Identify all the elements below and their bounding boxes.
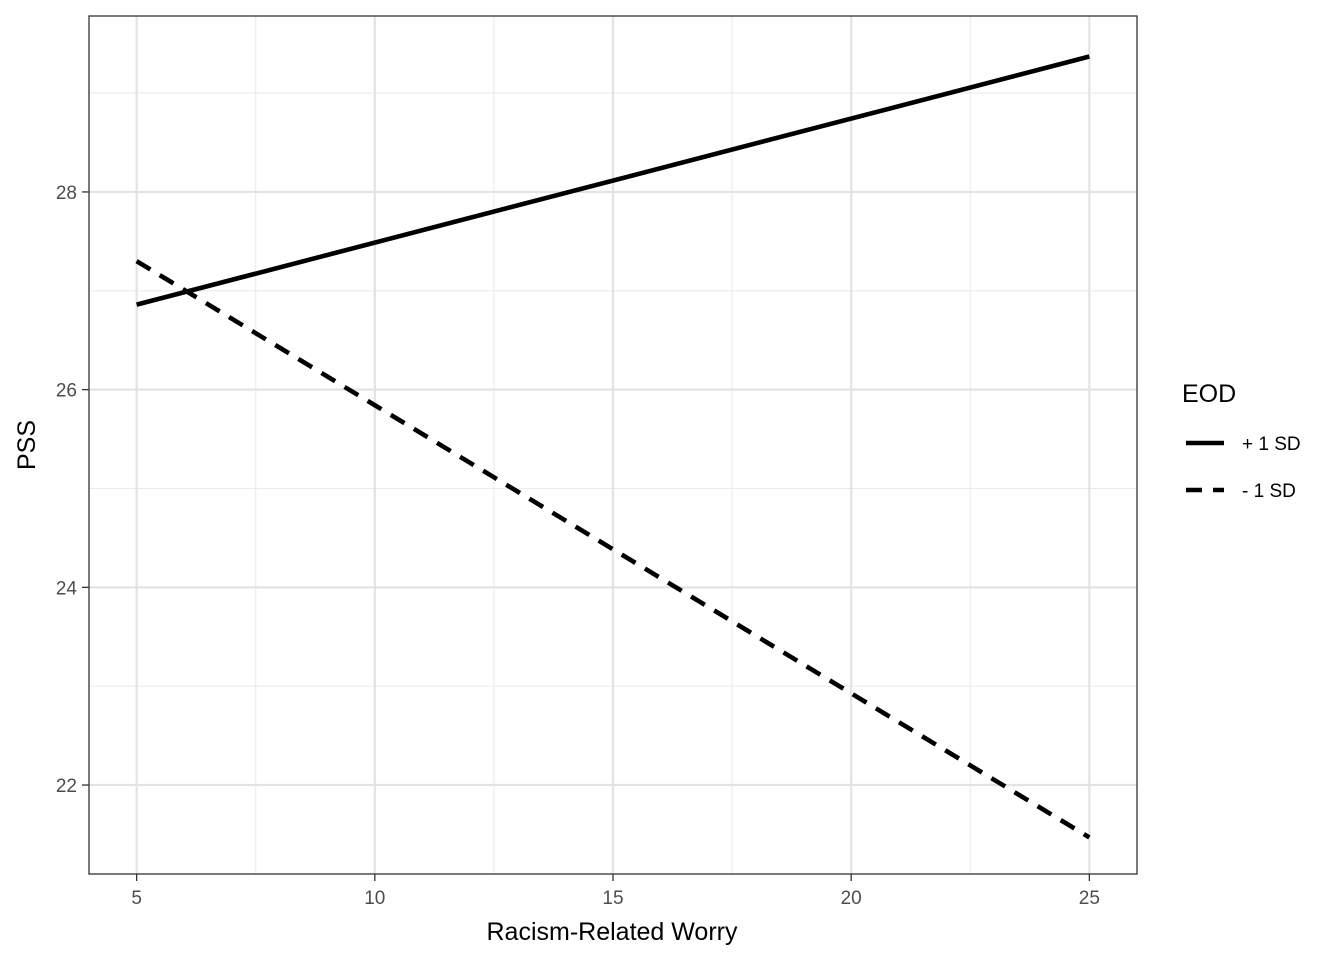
x-axis-ticks: 5 10 15 20 25 [131, 874, 1100, 909]
legend: EOD + 1 SD - 1 SD [1182, 380, 1301, 502]
series-line-minus-1sd [135, 259, 1091, 840]
legend-label: - 1 SD [1242, 481, 1296, 502]
legend-label: + 1 SD [1242, 434, 1301, 455]
series-lines [135, 54, 1091, 840]
x-axis-title: Racism-Related Worry [487, 918, 738, 946]
major-gridlines [89, 16, 1137, 874]
y-axis-title: PSS [13, 420, 41, 470]
legend-items: + 1 SD - 1 SD [1186, 434, 1301, 502]
y-tick-label: 22 [56, 776, 77, 797]
x-tick-label: 5 [131, 888, 142, 909]
series-line-plus-1sd [136, 54, 1090, 307]
y-tick-label: 26 [56, 381, 77, 402]
y-tick-label: 28 [56, 183, 77, 204]
x-tick-label: 25 [1079, 888, 1100, 909]
x-tick-label: 10 [364, 888, 385, 909]
x-tick-label: 20 [841, 888, 862, 909]
y-axis-ticks: 22 24 26 28 [56, 183, 89, 797]
y-tick-label: 24 [56, 578, 78, 599]
legend-title: EOD [1182, 380, 1236, 408]
x-tick-label: 15 [602, 888, 623, 909]
